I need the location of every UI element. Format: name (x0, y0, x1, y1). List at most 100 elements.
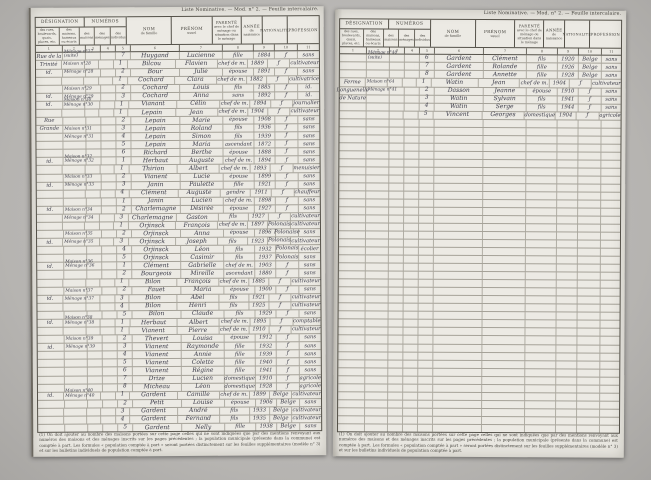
cell-nationalite (578, 136, 602, 144)
cell-num-individu (418, 408, 434, 416)
cell-annee (556, 256, 578, 264)
cell-num-menage (101, 206, 117, 214)
cell-nationalite (577, 288, 601, 296)
cell-num-maison (87, 246, 103, 254)
cell-prenom (482, 320, 526, 328)
cell-num-maison (87, 367, 103, 376)
cell-rue (36, 230, 65, 239)
cell-prenom (482, 336, 526, 344)
cell-num-individu: 2 (117, 335, 133, 343)
cell-nationalite: ƒ (276, 310, 300, 318)
cell-maison (365, 376, 389, 384)
cell-num-menage (102, 383, 118, 392)
cell-num-individu (418, 271, 434, 280)
cell-rue (338, 375, 366, 384)
cell-nom (433, 416, 483, 424)
cell-rue (36, 77, 63, 85)
cell-num-individu (419, 159, 435, 167)
cell-num-menage (101, 408, 116, 416)
page-caption: Liste Nominative. — Mod. n° 2. — Feuille… (483, 11, 622, 17)
cell-parente: chef de m. (224, 261, 256, 270)
cell-parente: chef de m. (217, 60, 248, 68)
cell-annee (556, 360, 578, 369)
cell-num-maison (87, 359, 103, 367)
cell-num-menage (101, 198, 117, 206)
cell-rue (338, 399, 366, 408)
cell-annee: 1928 (557, 71, 579, 79)
cell-num-maison (388, 255, 404, 263)
cell-num-menage (102, 311, 118, 319)
cell-annee (557, 128, 579, 136)
cell-nationalite: ƒ (276, 269, 300, 277)
cell-prenom (483, 159, 527, 168)
cell-prenom (482, 296, 526, 304)
cell-annee: 1910 (557, 87, 579, 96)
cell-rue (339, 142, 367, 151)
cell-maison (366, 159, 390, 167)
cell-maison: Ménage n°40 (suite) (366, 50, 398, 62)
cell-maison: Maison n°32 Ménage n°32 (63, 154, 94, 166)
cell-profession (600, 417, 619, 424)
cell-num-maison (389, 191, 405, 199)
cell-nationalite: Polonais (267, 221, 292, 229)
cell-num-menage (102, 335, 118, 343)
cell-parente: fils (224, 310, 256, 318)
cell-annee: 1927 (254, 205, 276, 213)
header-parente-sub: avec le chef de ménage ou situation dans… (516, 27, 542, 44)
cell-num-individu (418, 400, 434, 408)
cell-num-menage (403, 352, 419, 360)
cell-profession (601, 313, 620, 320)
cell-parente: domestique (224, 383, 256, 391)
cell-profession: cultivateur (291, 294, 321, 301)
header-profession-main: PROFESSION (288, 27, 318, 33)
cell-rue: id. (37, 238, 64, 247)
cell-profession: cultivatrice (289, 76, 320, 83)
cell-profession: sans (303, 270, 316, 277)
cell-maison (365, 335, 389, 344)
cell-nom: Cochard (131, 92, 181, 101)
cell-nom: Bilon (129, 278, 178, 286)
cell-parente (525, 352, 557, 360)
cell-annee (556, 417, 578, 425)
cell-prenom (483, 199, 527, 208)
cell-profession (601, 160, 620, 167)
cell-nom: Charlemagne (129, 214, 177, 222)
cell-num-individu: 5 (117, 311, 133, 319)
cell-parente: chef de m. (219, 165, 251, 173)
cell-prenom: Flavien (175, 60, 218, 68)
cell-annee (557, 192, 579, 200)
cell-num-individu: 5 (116, 141, 132, 149)
cell-num-menage (100, 52, 116, 60)
cell-profession: cultivateur (292, 407, 322, 414)
cell-nationalite: ƒ (276, 358, 300, 366)
cell-annee: 1935 (249, 415, 271, 423)
cell-maison: Maison n°40 Ménage n°40 (64, 388, 95, 400)
cell-prenom: Simon (180, 133, 224, 141)
cell-nom (434, 159, 484, 167)
cell-annee: 1898 (254, 197, 276, 205)
cell-rue (37, 303, 64, 311)
cell-annee: 1884 (253, 51, 275, 59)
cell-nom: Huygand (130, 52, 180, 60)
cell-profession: sans (303, 173, 316, 180)
cell-prenom: Serge (483, 103, 527, 111)
cell-parente: épouse (223, 116, 255, 124)
cell-prenom: Fernand (177, 415, 220, 423)
cell-annee: 1911 (251, 189, 272, 197)
cell-maison (63, 141, 87, 150)
cell-num-individu (418, 416, 434, 424)
cell-annee: 1936 (254, 124, 276, 132)
cell-num-menage (404, 207, 420, 215)
cell-nom (433, 263, 483, 272)
cell-nationalite: ƒ (276, 366, 300, 374)
cell-annee (557, 160, 579, 168)
cell-nationalite (577, 369, 601, 377)
cell-nationalite: Polonais (275, 245, 300, 253)
cell-num-menage (101, 68, 117, 77)
cell-num-maison (389, 111, 404, 119)
cell-annee (556, 344, 578, 353)
cell-nom: Janin (131, 197, 181, 206)
cell-nationalite: ƒ (275, 67, 299, 76)
cell-num-menage (100, 327, 116, 335)
cell-parente: épouse (526, 87, 558, 95)
